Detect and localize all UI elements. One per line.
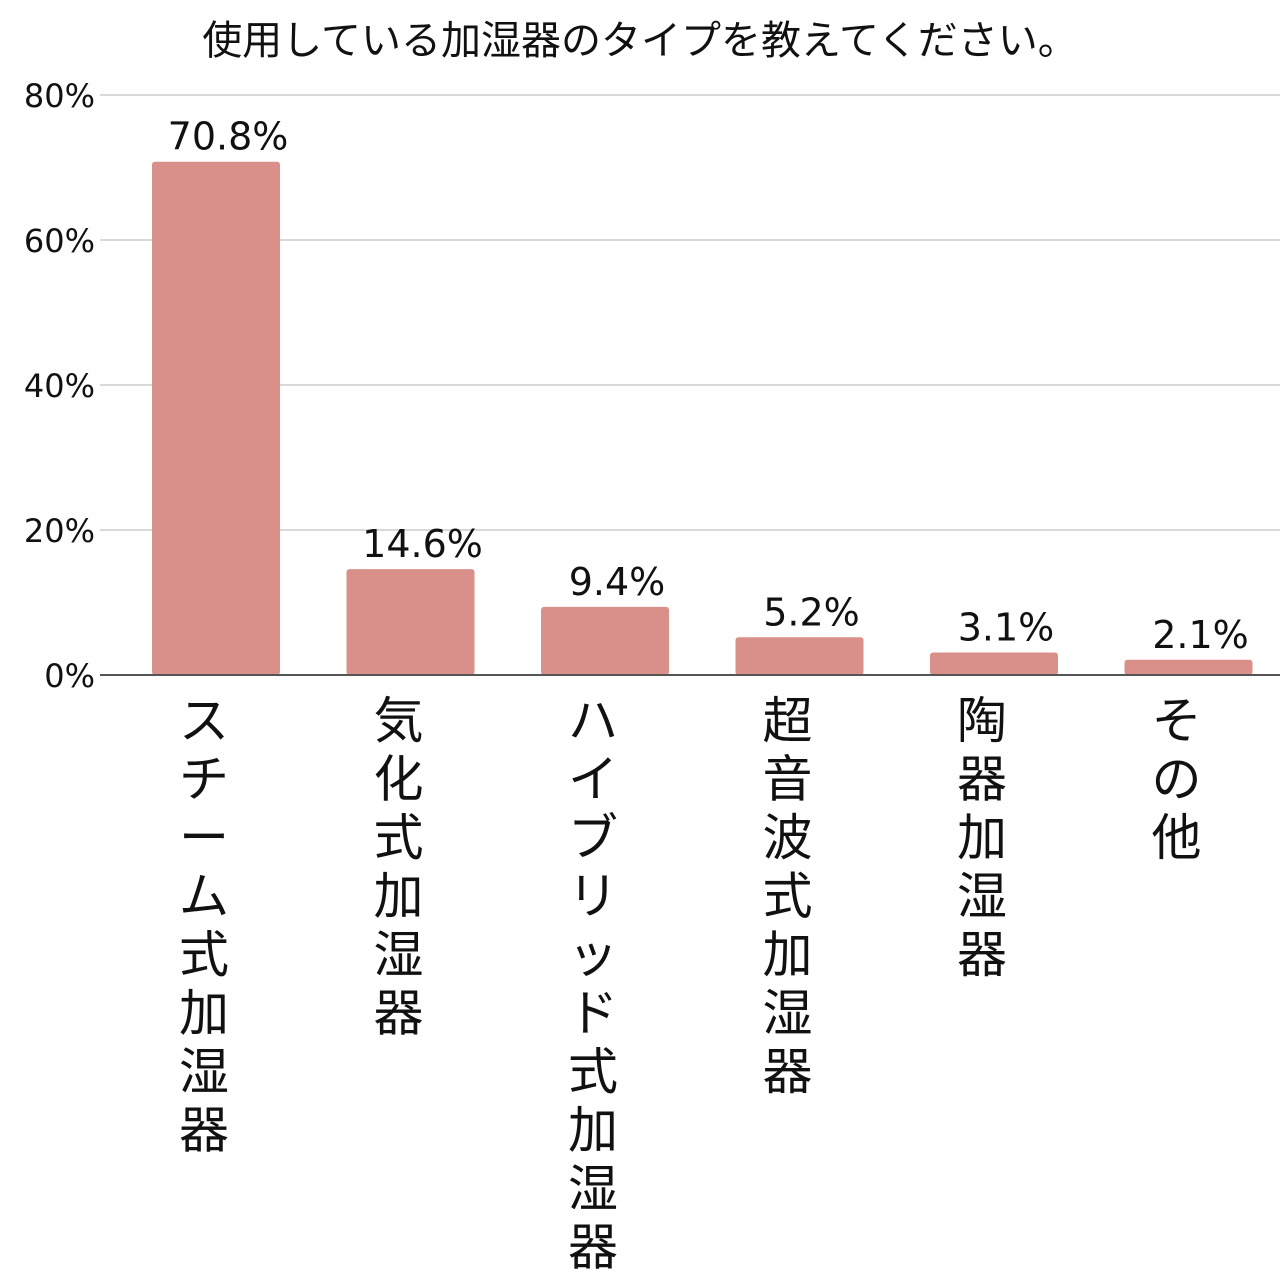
bar bbox=[541, 606, 669, 675]
data-label: 9.4% bbox=[569, 560, 666, 604]
x-tick-label: ハイブリッド式加湿器 bbox=[568, 692, 618, 1277]
bar bbox=[735, 637, 864, 675]
data-label: 14.6% bbox=[362, 522, 483, 566]
data-label: 5.2% bbox=[763, 590, 860, 634]
data-label: 3.1% bbox=[958, 606, 1055, 650]
x-tick-label: 陶器加湿器 bbox=[957, 692, 1007, 984]
chart-title: 使用している加湿器のタイプを教えてください。 bbox=[202, 18, 1078, 64]
y-tick-label: 80% bbox=[24, 77, 95, 115]
x-tick-label: スチーム式加湿器 bbox=[179, 692, 229, 1160]
data-label: 2.1% bbox=[1152, 613, 1249, 657]
bar bbox=[1124, 659, 1253, 675]
x-tick-label: 超音波式加湿器 bbox=[763, 692, 813, 1101]
data-label: 70.8% bbox=[168, 115, 289, 159]
y-tick-label: 0% bbox=[44, 657, 95, 695]
bar bbox=[346, 569, 475, 675]
y-tick-label: 60% bbox=[24, 222, 95, 260]
y-tick-label: 40% bbox=[24, 367, 95, 405]
bar bbox=[930, 652, 1058, 675]
y-tick-label: 20% bbox=[24, 512, 95, 550]
x-tick-label: 気化式加湿器 bbox=[374, 692, 424, 1043]
bar bbox=[152, 161, 280, 675]
x-tick-label: その他 bbox=[1152, 692, 1202, 867]
